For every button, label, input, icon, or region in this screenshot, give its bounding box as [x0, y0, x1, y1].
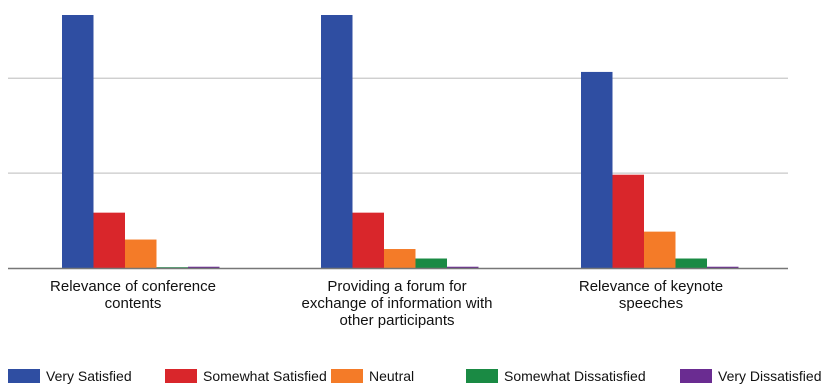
bar-neutral [125, 239, 157, 268]
bar-very-dissatisfied [707, 266, 739, 268]
bar-somewhat-dissatisfied [415, 258, 447, 268]
bar-somewhat-dissatisfied [156, 267, 188, 268]
legend-swatch [680, 369, 712, 383]
legend-item-very-satisfied: Very Satisfied [8, 368, 132, 384]
bar-very-satisfied [62, 15, 94, 268]
legend-label: Very Dissatisfied [718, 368, 821, 384]
legend-label: Very Satisfied [46, 368, 132, 384]
legend-swatch [331, 369, 363, 383]
category-label-line: speeches [619, 295, 683, 312]
legend-item-somewhat-satisfied: Somewhat Satisfied [165, 368, 327, 384]
legend-label: Somewhat Satisfied [203, 368, 327, 384]
bar-neutral [644, 231, 676, 268]
legend-item-very-dissatisfied: Very Dissatisfied [680, 368, 821, 384]
category-label-line: Providing a forum for [327, 278, 466, 295]
bars [62, 15, 739, 268]
legend-item-somewhat-dissatisfied: Somewhat Dissatisfied [466, 368, 646, 384]
bar-very-dissatisfied [188, 266, 220, 268]
category-label-line: Relevance of keynote [579, 278, 723, 295]
gridlines [8, 77, 788, 174]
category-label: Relevance of keynote speeches [579, 278, 723, 312]
category-label-line: other participants [339, 312, 454, 329]
category-label-line: Relevance of conference [50, 278, 216, 295]
legend-label: Neutral [369, 368, 414, 384]
bar-very-satisfied [581, 71, 613, 268]
category-label: Providing a forum for exchange of informa… [302, 278, 493, 329]
legend-swatch [466, 369, 498, 383]
bar-neutral [384, 249, 416, 268]
legend: Very Satisfied Somewhat Satisfied Neutral S… [8, 368, 821, 384]
legend-swatch [165, 369, 197, 383]
bar-very-satisfied [321, 15, 353, 268]
legend-item-neutral: Neutral [331, 368, 414, 384]
category-label-line: exchange of information with [302, 295, 493, 312]
legend-label: Somewhat Dissatisfied [504, 368, 646, 384]
category-labels: Relevance of conference contents Providing… [50, 278, 723, 329]
category-label-line: contents [105, 295, 162, 312]
bar-somewhat-dissatisfied [675, 258, 707, 268]
bar-somewhat-satisfied [352, 212, 384, 268]
legend-swatch [8, 369, 40, 383]
bar-very-dissatisfied [447, 266, 479, 268]
bar-somewhat-satisfied [93, 212, 125, 268]
category-label: Relevance of conference contents [50, 278, 216, 312]
bar-somewhat-satisfied [612, 174, 644, 268]
